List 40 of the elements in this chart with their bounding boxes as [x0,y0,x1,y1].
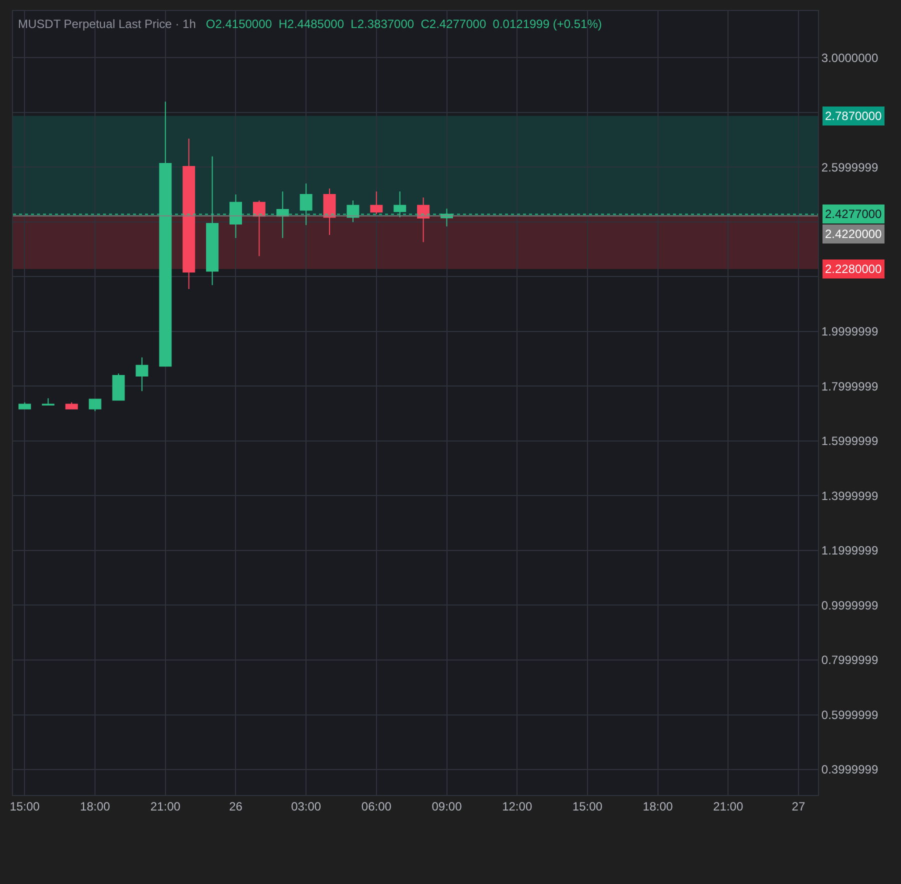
candlestick [136,356,148,392]
candlestick [42,398,54,406]
y-tick-label: 1.1999999 [821,544,878,558]
candlestick [88,398,102,412]
x-tick-label: 06:00 [361,799,392,814]
candlestick [370,190,383,215]
y-tick-label: 0.9999999 [821,598,878,612]
x-tick-label: 12:00 [502,799,532,814]
ref-line-label: 2.4220000 [825,227,882,241]
y-tick-label: 1.5999999 [821,434,878,448]
x-tick-label: 26 [229,799,243,814]
y-tick-label: 1.9999999 [821,324,878,339]
candlestick [252,200,266,257]
y-tick-label: 1.7999999 [821,379,878,394]
text: MUSDT Perpetual Last Price · 1h [18,17,196,32]
candlestick [65,402,78,410]
candlestick [417,196,430,243]
x-tick-label: 03:00 [291,799,322,814]
text: O2.4150000 H2.4485000 L2.3837000 C2.4277000 0.0121999 (+0.51%) [206,17,602,32]
band-label: 2.2280000 [825,262,882,276]
y-tick-label: 1.3999999 [821,488,878,503]
candlestick [323,188,336,236]
x-tick-label: 15:00 [10,799,40,814]
x-tick-label: 15:00 [572,799,603,814]
y-tick-label: 0.3999999 [821,762,878,777]
x-tick-label: 18:00 [642,799,674,814]
y-tick-label: 0.7999999 [821,653,878,668]
x-tick-label: 27 [792,799,806,814]
x-tick-label: 21:00 [150,799,181,814]
y-tick-label: 0.5999999 [821,708,878,722]
x-tick-label: 09:00 [432,799,462,814]
y-tick-label: 3.0000000 [821,50,878,65]
candlestick [18,402,31,410]
ref-line-label: 2.4277000 [825,207,882,221]
y-tick-label: 2.5999999 [821,160,878,174]
x-tick-label: 18:00 [80,799,110,814]
candlestick [182,138,196,290]
candlestick [112,373,125,401]
band-label: 2.7870000 [825,109,882,123]
x-tick-label: 21:00 [713,799,744,814]
